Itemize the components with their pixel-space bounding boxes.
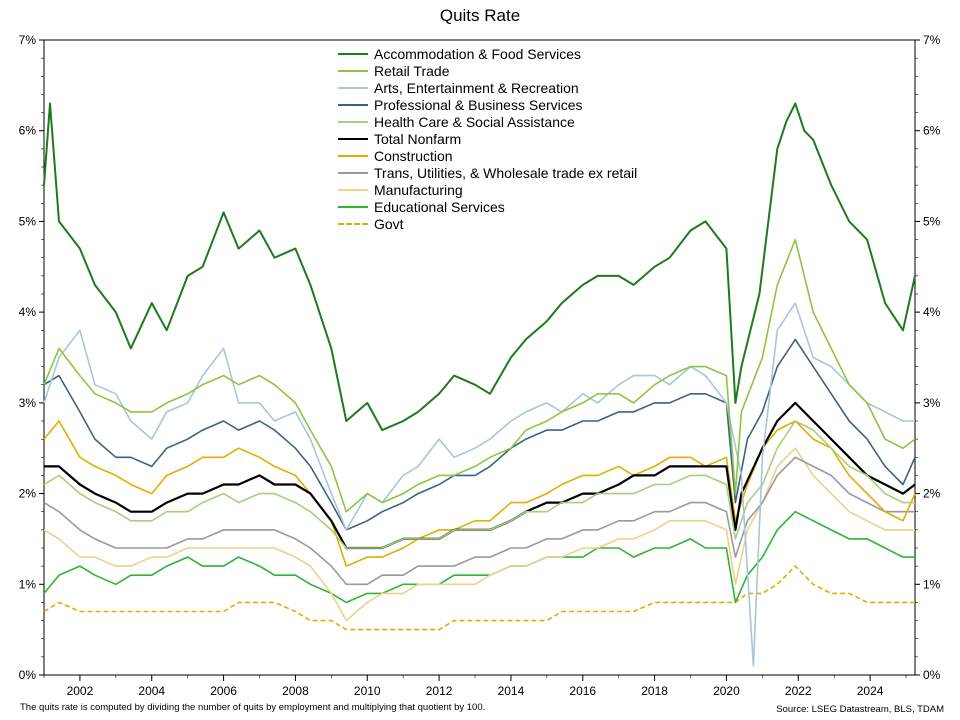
legend-item-govt: Govt [338, 215, 637, 232]
x-tick-label: 2018 [641, 684, 668, 698]
y-tick-label-left: 7% [19, 33, 37, 47]
y-tick-label-right: 1% [923, 577, 941, 591]
series-line-govt [43, 565, 915, 631]
y-tick-label-right: 3% [923, 396, 941, 410]
legend-swatch [338, 154, 368, 157]
legend-label: Arts, Entertainment & Recreation [374, 79, 579, 96]
series-line-total-nonfarm [44, 401, 916, 550]
chart-footnote: The quits rate is computed by dividing t… [20, 702, 486, 713]
y-tick-label-right: 4% [923, 305, 941, 319]
legend-swatch [338, 120, 368, 123]
x-tick-label: 2008 [282, 684, 309, 698]
y-tick-label-left: 0% [19, 668, 37, 682]
chart-legend: Accommodation & Food Services Retail Trad… [338, 45, 637, 232]
series-line-arts-entertainment-recreation [43, 302, 915, 667]
series-line-accommodation-food-services [43, 102, 916, 432]
x-tick-label: 2022 [785, 684, 812, 698]
x-tick-label: 2014 [498, 684, 525, 698]
legend-item-professional-business-services: Professional & Business Services [338, 96, 637, 113]
legend-swatch [338, 222, 368, 225]
legend-label: Professional & Business Services [374, 96, 583, 113]
legend-label: Construction [374, 147, 453, 164]
legend-label: Health Care & Social Assistance [374, 113, 575, 130]
y-tick-label-right: 2% [923, 487, 941, 501]
legend-label: Manufacturing [374, 181, 463, 198]
legend-swatch [338, 205, 368, 208]
x-tick-label: 2012 [426, 684, 453, 698]
legend-item-total-nonfarm: Total Nonfarm [338, 130, 637, 147]
x-tick-label: 2020 [713, 684, 740, 698]
legend-item-trans-utilities-wholesale-trade-ex-retail: Trans, Utilities, & Wholesale trade ex r… [338, 164, 637, 181]
legend-item-manufacturing: Manufacturing [338, 181, 637, 198]
y-tick-label-left: 2% [19, 487, 37, 501]
legend-item-retail-trade: Retail Trade [338, 62, 637, 79]
x-tick-label: 2002 [67, 684, 94, 698]
x-tick-label: 2010 [354, 684, 381, 698]
legend-swatch [338, 86, 368, 89]
legend-swatch [338, 188, 368, 191]
chart-source: Source: LSEG Datastream, BLS, TDAM [776, 704, 944, 715]
legend-label: Govt [374, 215, 404, 232]
y-tick-label-right: 0% [923, 668, 941, 682]
series-line-health-care-social-assistance [43, 420, 915, 549]
legend-item-arts-entertainment-recreation: Arts, Entertainment & Recreation [338, 79, 637, 96]
y-tick-label-left: 4% [19, 305, 37, 319]
y-tick-label-right: 6% [923, 124, 941, 138]
series-line-retail-trade [43, 238, 916, 513]
legend-label: Accommodation & Food Services [374, 45, 581, 62]
legend-swatch [338, 137, 368, 140]
legend-label: Retail Trade [374, 62, 450, 79]
legend-label: Educational Services [374, 198, 505, 215]
y-tick-label-left: 3% [19, 396, 37, 410]
series-line-construction [43, 420, 916, 567]
plot-frame [43, 39, 916, 676]
series-line-professional-business-services [43, 338, 916, 531]
x-tick-label: 2004 [138, 684, 165, 698]
legend-swatch [338, 103, 368, 106]
y-tick-label-left: 6% [19, 124, 37, 138]
legend-item-construction: Construction [338, 147, 637, 164]
x-tick-label: 2024 [857, 684, 884, 698]
y-tick-label-left: 1% [19, 577, 37, 591]
x-tick-label: 2006 [210, 684, 237, 698]
y-tick-label-right: 7% [923, 33, 941, 47]
legend-label: Trans, Utilities, & Wholesale trade ex r… [374, 164, 638, 181]
x-tick-label: 2016 [569, 684, 596, 698]
series-line-manufacturing [43, 447, 915, 622]
legend-swatch [338, 69, 368, 72]
legend-item-accommodation-food-services: Accommodation & Food Services [338, 45, 637, 62]
y-tick-label-right: 5% [923, 214, 941, 228]
series-line-trans-utilities-wholesale-trade-ex-retail [43, 456, 915, 586]
legend-item-educational-services: Educational Services [338, 198, 637, 215]
legend-item-health-care-social-assistance: Health Care & Social Assistance [338, 113, 637, 130]
legend-label: Total Nonfarm [374, 130, 462, 147]
chart-title: Quits Rate [439, 6, 521, 25]
legend-swatch [338, 171, 368, 174]
y-tick-label-left: 5% [19, 214, 37, 228]
legend-swatch [338, 52, 368, 55]
